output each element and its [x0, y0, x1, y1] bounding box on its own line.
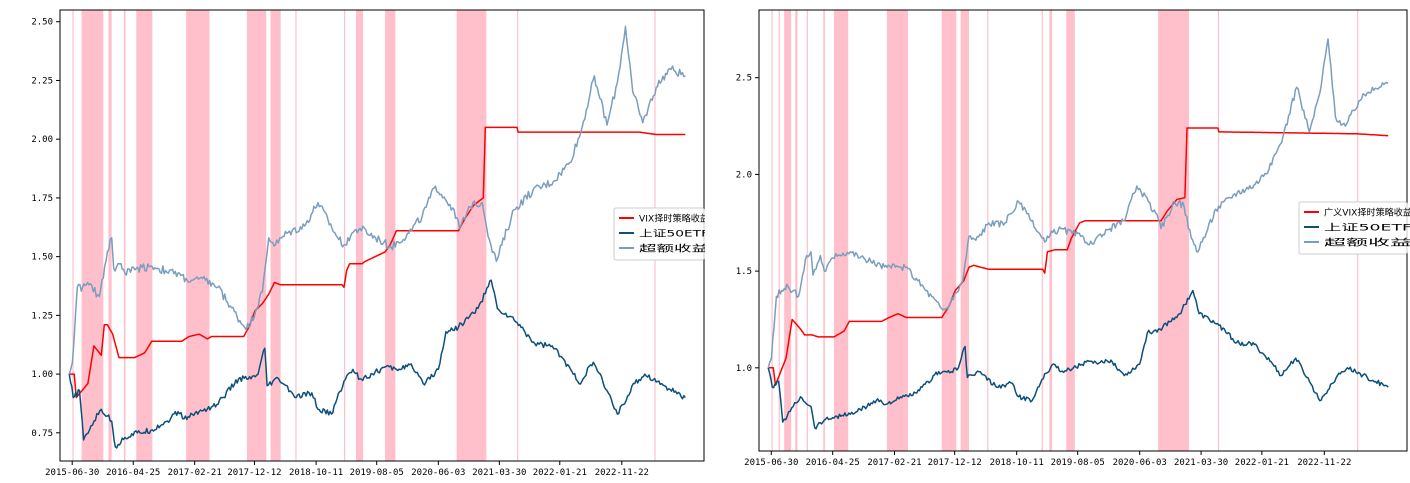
y-tick-label: 2.50	[31, 18, 53, 28]
series-line-2	[68, 279, 686, 449]
right-y-axis: 1.0 1.5 2.0 2.5	[736, 74, 759, 374]
left-shaded-periods	[72, 10, 656, 461]
left-y-axis: 0.75 1.00 1.25 1.50 1.75 2.00 2.25 2.50	[31, 18, 60, 439]
series-line-3	[68, 25, 686, 375]
x-tick-label: 2018-10-11	[289, 468, 343, 478]
timing-signal-band	[784, 10, 792, 451]
timing-signal-band	[355, 10, 364, 461]
legend-label: VIX择时策略收益	[639, 213, 705, 225]
legend-label: 广义VIX择时策略收益	[1324, 207, 1410, 219]
series-line-1	[768, 127, 1389, 386]
timing-signal-band	[778, 10, 780, 451]
timing-signal-band	[295, 10, 297, 461]
y-tick-label: 2.0	[736, 170, 752, 180]
timing-signal-band	[456, 10, 487, 461]
x-tick-label: 2015-06-30	[45, 468, 99, 478]
left-x-axis: 2015-06-30 2016-04-25 2017-02-21 2017-12-12…	[45, 461, 649, 478]
timing-signal-band	[886, 10, 908, 451]
right-chart-svg: 1.0 1.5 2.0 2.5 2015-06-30 2016-04-25 2017-02-…	[736, 9, 1410, 468]
right-shaded-periods	[771, 10, 1359, 451]
timing-signal-band	[1217, 10, 1220, 451]
left-series-lines	[68, 25, 686, 449]
timing-signal-band	[270, 10, 281, 461]
timing-signal-band	[960, 10, 969, 451]
x-tick-label: 2016-04-25	[806, 458, 860, 468]
timing-signal-band	[941, 10, 957, 451]
legend-label: 上证50ETF	[639, 229, 705, 240]
timing-signal-band	[343, 10, 346, 461]
timing-signal-band	[136, 10, 153, 461]
y-tick-label: 1.50	[31, 253, 53, 263]
x-tick-label: 2021-03-30	[472, 468, 526, 478]
y-tick-label: 2.00	[31, 135, 53, 145]
timing-signal-band	[108, 10, 112, 461]
timing-signal-band	[123, 10, 126, 461]
timing-signal-band	[987, 10, 989, 451]
timing-signal-band	[72, 10, 74, 461]
y-tick-label: 2.5	[736, 74, 752, 84]
x-tick-label: 2019-08-05	[350, 468, 404, 478]
timing-signal-band	[385, 10, 396, 461]
timing-signal-band	[823, 10, 825, 451]
right-x-axis: 2015-06-30 2016-04-25 2017-02-21 2017-12-12…	[744, 451, 1351, 468]
timing-signal-band	[833, 10, 849, 451]
x-tick-label: 2015-06-30	[744, 458, 798, 468]
legend-label: 超额收益	[1324, 237, 1410, 249]
x-tick-label: 2017-02-21	[867, 458, 921, 468]
x-tick-label: 2020-06-03	[1113, 458, 1167, 468]
x-tick-label: 2020-06-03	[411, 468, 465, 478]
left-chart-panel: 0.75 1.00 1.25 1.50 1.75 2.00 2.25 2.50 2015-06-…	[31, 9, 705, 478]
x-tick-label: 2016-04-25	[106, 468, 160, 478]
legend-label: 超额收益	[639, 243, 705, 255]
y-tick-label: 1.25	[31, 311, 53, 321]
left-plot-frame	[59, 9, 705, 462]
timing-signal-band	[1158, 10, 1190, 451]
right-series-lines	[767, 38, 1389, 430]
series-line-2	[767, 289, 1389, 430]
x-tick-label: 2017-12-12	[227, 468, 281, 478]
legend-box	[613, 207, 705, 261]
series-line-3	[767, 38, 1389, 369]
y-tick-label: 1.00	[31, 370, 53, 380]
x-tick-label: 2017-02-21	[168, 468, 222, 478]
timing-signal-band	[1049, 10, 1053, 451]
timing-signal-band	[771, 10, 773, 451]
x-tick-label: 2018-10-11	[990, 458, 1044, 468]
timing-signal-band	[517, 10, 519, 461]
right-chart-panel: 1.0 1.5 2.0 2.5 2015-06-30 2016-04-25 2017-02-…	[705, 0, 1410, 483]
y-tick-label: 0.75	[31, 429, 53, 439]
left-chart-svg: 0.75 1.00 1.25 1.50 1.75 2.00 2.25 2.50 2015-06-…	[31, 9, 705, 478]
x-tick-label: 2021-03-30	[1174, 458, 1228, 468]
x-tick-label: 2022-01-21	[1235, 458, 1289, 468]
timing-signal-band	[795, 10, 798, 451]
x-tick-label: 2022-11-22	[595, 468, 649, 478]
timing-signal-band	[186, 10, 210, 461]
x-tick-label: 2019-08-05	[1051, 458, 1105, 468]
legend-box	[1298, 201, 1408, 255]
legend-label: 上证50ETF	[1324, 223, 1410, 234]
timing-signal-band	[81, 10, 104, 461]
y-tick-label: 1.0	[736, 364, 752, 374]
timing-signal-band	[246, 10, 267, 461]
timing-signal-band	[1041, 10, 1043, 451]
y-tick-label: 1.5	[736, 267, 752, 277]
y-tick-label: 2.25	[31, 76, 53, 86]
series-line-1	[69, 126, 686, 399]
y-tick-label: 1.75	[31, 194, 53, 204]
x-tick-label: 2017-12-12	[928, 458, 982, 468]
x-tick-label: 2022-01-21	[533, 468, 587, 478]
timing-signal-band	[806, 10, 808, 451]
x-tick-label: 2022-11-22	[1297, 458, 1351, 468]
